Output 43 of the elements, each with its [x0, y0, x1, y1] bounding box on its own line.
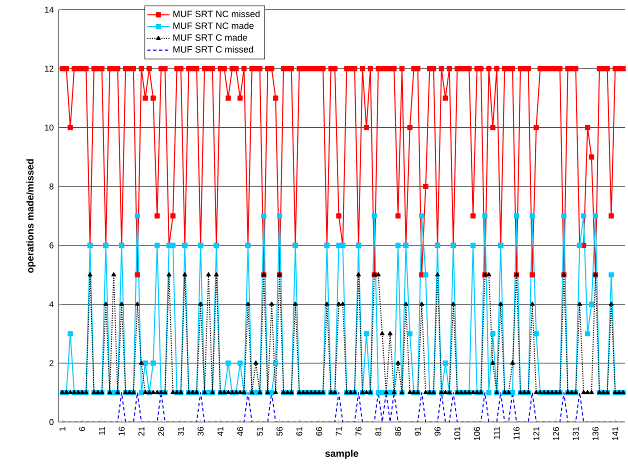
y-tick-label: 2 — [50, 360, 54, 366]
legend-label: MUF SRT C missed — [173, 46, 253, 53]
x-tick-label: 116 — [514, 427, 520, 440]
legend-label: MUF SRT C made — [173, 34, 248, 41]
x-tick-label: 66 — [316, 427, 322, 436]
x-tick-label: 61 — [296, 427, 302, 436]
x-tick-label: 16 — [118, 427, 125, 436]
legend-label: MUF SRT NC made — [173, 22, 254, 29]
x-tick-label: 101 — [454, 427, 460, 440]
y-tick-label: 0 — [49, 419, 54, 426]
x-tick-label: 91 — [414, 427, 421, 436]
y-axis-title: operations made/missed — [26, 159, 36, 273]
x-tick-label: 1 — [59, 427, 66, 431]
x-tick-label: 136 — [592, 427, 598, 440]
x-tick-label: 141 — [612, 427, 618, 440]
y-tick-label: 12 — [45, 66, 54, 72]
y-tick-label: 4 — [49, 301, 54, 308]
y-tick-label: 8 — [50, 183, 54, 190]
x-tick-label: 126 — [552, 427, 559, 440]
x-tick-label: 51 — [256, 427, 263, 436]
x-tick-label: 21 — [138, 427, 144, 436]
x-tick-label: 131 — [572, 427, 579, 440]
x-tick-label: 121 — [533, 427, 540, 440]
x-tick-label: 56 — [276, 427, 283, 436]
x-tick-label: 81 — [375, 427, 382, 436]
legend-label: MUF SRT NC missed — [173, 10, 260, 18]
x-tick-label: 26 — [158, 427, 164, 436]
x-tick-label: 76 — [356, 427, 362, 436]
x-tick-label: 106 — [474, 427, 480, 440]
x-tick-label: 86 — [395, 427, 402, 436]
x-tick-label: 41 — [217, 427, 224, 436]
x-tick-label: 96 — [434, 427, 441, 436]
y-tick-label: 14 — [45, 6, 54, 13]
x-tick-label: 11 — [98, 427, 105, 435]
y-tick-label: 10 — [45, 124, 54, 131]
x-tick-label: 36 — [198, 427, 204, 436]
x-tick-label: 31 — [178, 427, 184, 436]
y-tick-label: 6 — [50, 242, 54, 248]
x-tick-label: 6 — [79, 427, 86, 431]
x-tick-label: 71 — [336, 427, 342, 436]
x-tick-label: 46 — [237, 427, 244, 436]
x-tick-label: 111 — [494, 427, 500, 439]
x-axis-title: sample — [325, 450, 358, 459]
